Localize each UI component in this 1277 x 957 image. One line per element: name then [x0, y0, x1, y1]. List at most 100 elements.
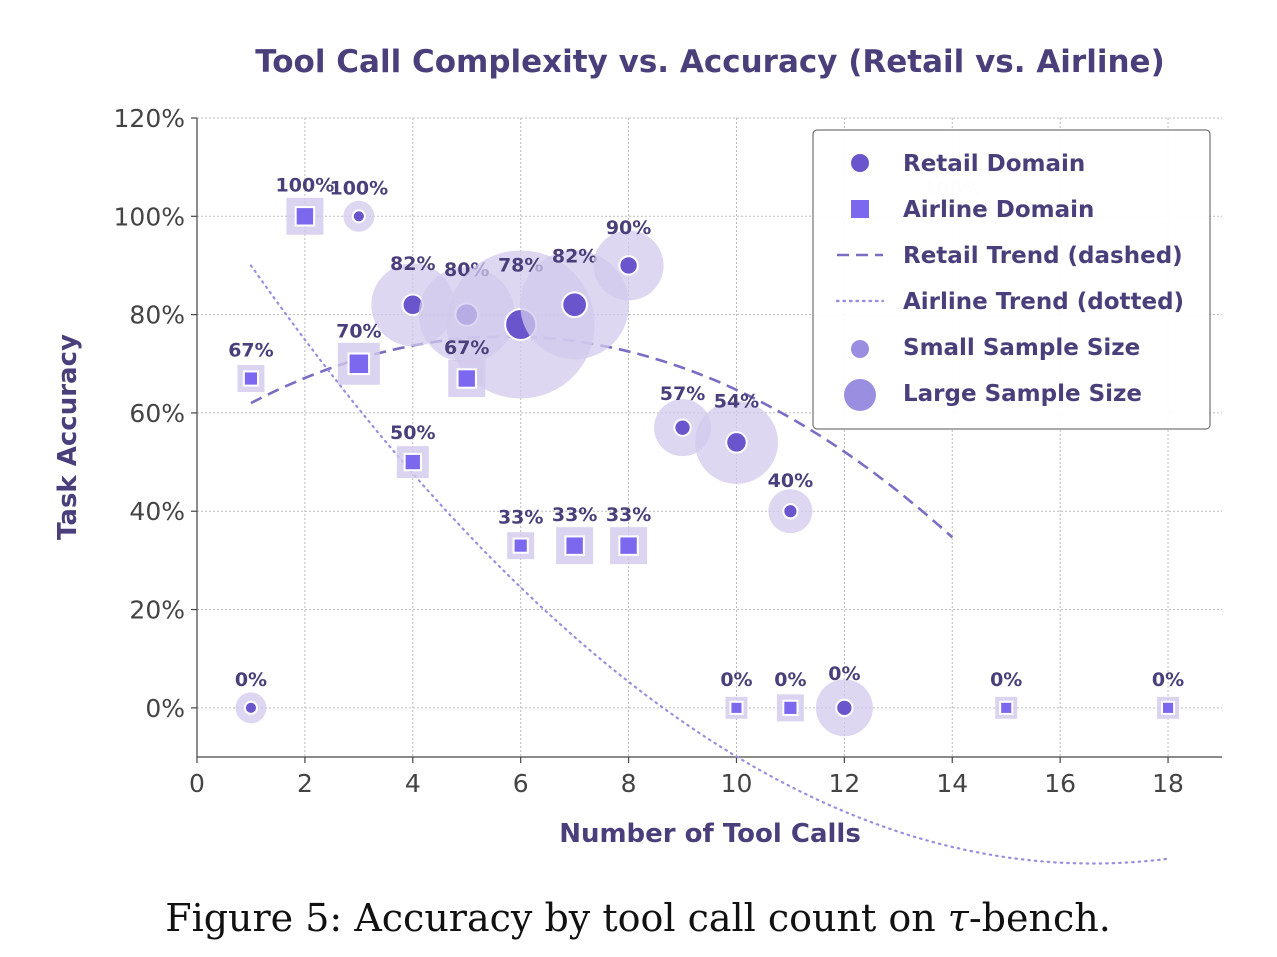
- retail-point-marker: [835, 698, 854, 717]
- retail-point-marker: [561, 291, 588, 319]
- airline-point-marker: [782, 699, 799, 716]
- retail-point: 54%: [694, 390, 778, 484]
- y-tick-label: 20%: [129, 596, 185, 625]
- x-axis-label: Number of Tool Calls: [559, 819, 861, 849]
- y-tick-label: 60%: [129, 399, 185, 428]
- airline-point-marker: [347, 352, 371, 376]
- retail-point: 0%: [235, 669, 267, 724]
- airline-data-label: 67%: [228, 340, 273, 362]
- retail-data-label: 54%: [714, 390, 759, 412]
- chart-title: Tool Call Complexity vs. Accuracy (Retai…: [255, 44, 1165, 80]
- axis-ticks: 0 2 4 6 8 10 12 14 16 18 0% 20% 40% 60% 80% 100% 120%: [114, 104, 1184, 798]
- airline-trend-line: [249, 264, 1170, 865]
- x-tick-label: 4: [405, 769, 421, 798]
- y-tick-label: 80%: [129, 301, 185, 330]
- x-tick-label: 2: [297, 769, 313, 798]
- legend-label: Airline Trend (dotted): [903, 289, 1184, 315]
- airline-point-marker: [403, 452, 422, 472]
- legend-label: Small Sample Size: [903, 335, 1140, 361]
- airline-point-marker: [512, 537, 529, 554]
- y-tick-label: 40%: [129, 497, 185, 526]
- y-tick-label: 0%: [145, 694, 185, 723]
- retail-data-label: 40%: [768, 470, 813, 492]
- retail-point-marker: [618, 255, 639, 276]
- airline-data-label: 67%: [444, 337, 489, 359]
- retail-point: 0%: [815, 663, 873, 737]
- airline-point-marker: [1161, 700, 1176, 715]
- x-tick-label: 6: [513, 769, 529, 798]
- retail-point-marker: [782, 503, 799, 520]
- airline-point: 67%: [444, 337, 489, 398]
- airline-point-marker: [242, 370, 260, 387]
- retail-point: 40%: [768, 470, 813, 534]
- retail-point-marker: [351, 209, 366, 224]
- retail-point-marker: [725, 431, 748, 454]
- x-tick-label: 18: [1152, 769, 1184, 798]
- airline-point: 33%: [552, 504, 597, 565]
- legend-label: Large Sample Size: [903, 381, 1142, 407]
- retail-data-label: 0%: [828, 663, 860, 685]
- legend: Retail Domain Airline Domain Retail Trend …: [812, 129, 1211, 430]
- legend-box: [812, 129, 1211, 430]
- airline-point: 33%: [606, 504, 651, 565]
- x-tick-label: 16: [1044, 769, 1076, 798]
- retail-data-label: 82%: [552, 246, 597, 268]
- airline-data-label: 0%: [990, 669, 1022, 691]
- retail-data-label: 57%: [660, 383, 705, 405]
- caption-tau-symbol: τ: [948, 896, 970, 940]
- legend-item: Large Sample Size: [844, 379, 1142, 411]
- airline-point: 0%: [990, 669, 1022, 719]
- legend-label: Retail Domain: [903, 151, 1085, 177]
- x-tick-label: 14: [936, 769, 968, 798]
- legend-item: Retail Domain: [851, 151, 1085, 177]
- airline-data-label: 0%: [720, 669, 752, 691]
- airline-data-label: 50%: [390, 422, 435, 444]
- airline-data-label: 33%: [498, 507, 543, 529]
- airline-point: 100%: [276, 175, 335, 235]
- retail-point-marker: [243, 700, 258, 715]
- airline-point-marker: [294, 206, 316, 227]
- retail-point: 100%: [329, 177, 388, 232]
- retail-data-label: 100%: [329, 177, 388, 199]
- legend-large-sample-marker: [844, 379, 876, 411]
- airline-point: 0%: [720, 669, 753, 719]
- airline-data-label: 0%: [1152, 669, 1184, 691]
- x-tick-label: 0: [189, 769, 205, 798]
- airline-point: 70%: [336, 321, 382, 385]
- x-tick-label: 10: [721, 769, 753, 798]
- airline-data-label: 70%: [336, 321, 381, 343]
- airline-point: 0%: [1152, 669, 1184, 719]
- legend-item: Airline Domain: [851, 197, 1094, 223]
- legend-label: Retail Trend (dashed): [903, 243, 1183, 269]
- airline-data-label: 33%: [552, 504, 597, 526]
- legend-label: Airline Domain: [903, 197, 1094, 223]
- y-tick-label: 120%: [114, 104, 185, 133]
- retail-point: 90%: [593, 217, 664, 301]
- legend-retail-marker: [851, 154, 869, 172]
- x-tick-label: 12: [828, 769, 860, 798]
- airline-data-label: 100%: [276, 175, 335, 197]
- y-tick-label: 100%: [114, 202, 185, 231]
- figure-caption: Figure 5: Accuracy by tool call count on…: [165, 896, 1111, 940]
- retail-data-label: 0%: [235, 669, 267, 691]
- legend-item: Retail Trend (dashed): [837, 243, 1183, 269]
- airline-point: 0%: [774, 669, 807, 722]
- caption-suffix: -bench.: [969, 896, 1111, 940]
- airline-data-label: 0%: [774, 669, 806, 691]
- airline-point-marker: [456, 368, 477, 389]
- retail-data-label: 90%: [606, 217, 651, 239]
- airline-point: 33%: [498, 507, 543, 560]
- legend-airline-marker: [851, 200, 869, 218]
- airline-point-marker: [999, 700, 1014, 715]
- y-axis-label: Task Accuracy: [53, 334, 83, 540]
- x-tick-label: 8: [621, 769, 637, 798]
- airline-point-marker: [564, 535, 585, 556]
- airline-point: 50%: [390, 422, 436, 479]
- legend-item: Airline Trend (dotted): [835, 289, 1184, 315]
- retail-data-label: 82%: [390, 253, 435, 275]
- airline-point-marker: [618, 535, 639, 556]
- data-points: 0%100%82% 80% 78% 82%90%57% 54%40%0%67%100%7…: [228, 175, 1184, 737]
- airline-data-label: 33%: [606, 504, 651, 526]
- airline-point: 67%: [228, 340, 274, 393]
- caption-prefix: Figure 5: Accuracy by tool call count on: [165, 896, 948, 940]
